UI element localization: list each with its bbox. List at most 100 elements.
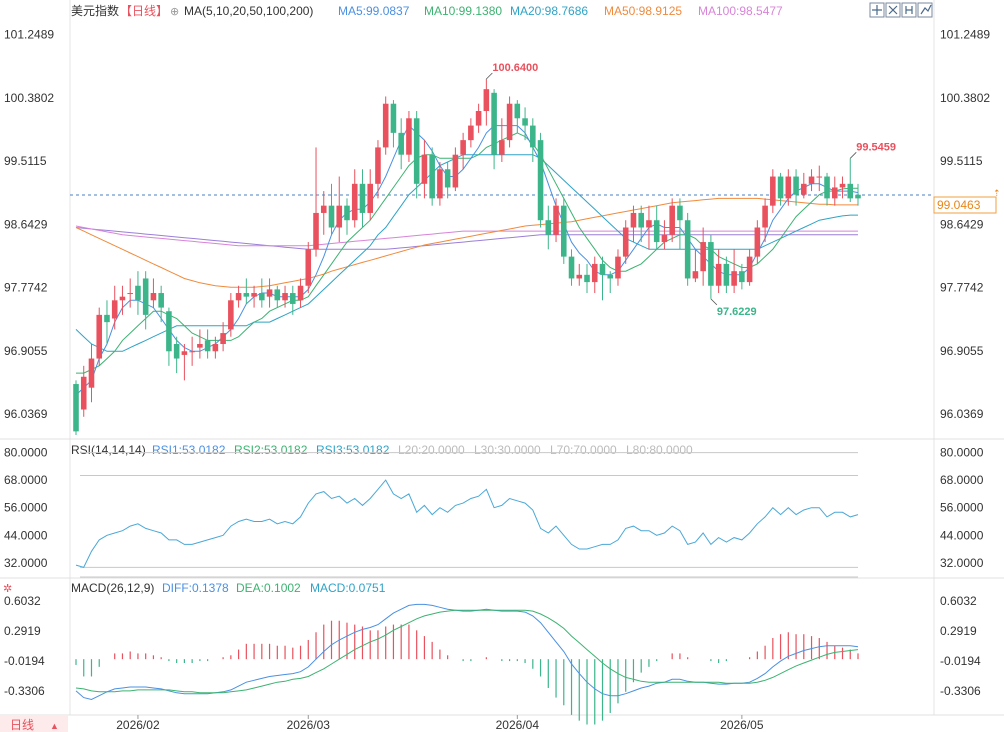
candle[interactable] xyxy=(607,271,614,294)
candle[interactable] xyxy=(189,336,195,366)
candle[interactable] xyxy=(150,278,157,308)
candle[interactable] xyxy=(591,256,598,294)
candle[interactable] xyxy=(158,285,164,323)
candle[interactable] xyxy=(142,271,149,330)
candle[interactable] xyxy=(801,172,807,199)
candle[interactable] xyxy=(855,183,861,206)
candle[interactable] xyxy=(630,205,637,243)
candle[interactable] xyxy=(367,169,374,221)
candle[interactable] xyxy=(785,169,792,206)
period-dropdown-icon[interactable]: ▲ xyxy=(50,721,59,731)
candle[interactable] xyxy=(754,220,761,264)
candle[interactable] xyxy=(73,380,79,435)
candle[interactable] xyxy=(313,147,319,257)
candle[interactable] xyxy=(320,191,327,235)
candle[interactable] xyxy=(700,227,706,286)
candle[interactable] xyxy=(290,285,296,315)
period-label[interactable]: 【日线】 xyxy=(120,4,168,18)
candle[interactable] xyxy=(622,220,629,264)
candle[interactable] xyxy=(104,300,110,344)
candle[interactable] xyxy=(646,205,652,250)
candle[interactable] xyxy=(437,161,443,206)
candle[interactable] xyxy=(499,118,505,162)
candle[interactable] xyxy=(421,140,428,199)
candle[interactable] xyxy=(762,198,768,243)
candle[interactable] xyxy=(328,183,335,235)
period-button[interactable]: 日线 xyxy=(10,718,34,732)
candle[interactable] xyxy=(692,249,699,283)
candle[interactable] xyxy=(584,263,590,294)
candle[interactable] xyxy=(336,176,343,243)
candle[interactable] xyxy=(119,285,126,315)
candle[interactable] xyxy=(468,118,474,148)
candle[interactable] xyxy=(127,278,133,308)
candle[interactable] xyxy=(429,147,435,206)
candle[interactable] xyxy=(259,278,265,308)
candle[interactable] xyxy=(243,278,250,304)
candle[interactable] xyxy=(491,89,497,170)
candle[interactable] xyxy=(274,285,281,308)
candle[interactable] xyxy=(173,336,180,374)
candle[interactable] xyxy=(413,111,420,199)
candle[interactable] xyxy=(80,365,87,417)
candle[interactable] xyxy=(808,169,815,192)
candle[interactable] xyxy=(297,278,304,308)
candle[interactable] xyxy=(708,234,714,299)
chart-type-icon[interactable] xyxy=(917,2,933,18)
candle[interactable] xyxy=(88,343,95,403)
candle[interactable] xyxy=(228,293,234,337)
candle[interactable] xyxy=(731,249,737,294)
candle[interactable] xyxy=(181,343,188,381)
candle[interactable] xyxy=(568,249,575,286)
candle[interactable] xyxy=(576,263,583,286)
period-button-bg[interactable] xyxy=(0,716,68,732)
candle[interactable] xyxy=(452,147,459,192)
candle[interactable] xyxy=(746,249,753,286)
candle[interactable] xyxy=(375,140,381,199)
candle[interactable] xyxy=(398,118,404,170)
candle[interactable] xyxy=(723,256,730,294)
candle[interactable] xyxy=(282,285,288,308)
candle[interactable] xyxy=(444,161,451,199)
candle[interactable] xyxy=(359,169,366,228)
candle[interactable] xyxy=(560,198,567,264)
candle[interactable] xyxy=(212,336,219,359)
candle[interactable] xyxy=(305,242,312,294)
candle[interactable] xyxy=(475,103,482,133)
candle[interactable] xyxy=(382,96,389,155)
candle[interactable] xyxy=(677,198,683,250)
candle[interactable] xyxy=(777,172,784,206)
candle[interactable] xyxy=(204,329,211,359)
candle-type-icon[interactable] xyxy=(901,2,917,18)
candle[interactable] xyxy=(661,220,668,250)
candle[interactable] xyxy=(770,169,776,213)
candle[interactable] xyxy=(197,329,203,359)
move-icon[interactable] xyxy=(869,2,885,18)
candle[interactable] xyxy=(460,132,466,170)
candle[interactable] xyxy=(135,271,141,315)
candle[interactable] xyxy=(166,307,172,366)
candle[interactable] xyxy=(344,198,350,235)
candle[interactable] xyxy=(96,307,103,366)
candle[interactable] xyxy=(522,107,528,141)
candle[interactable] xyxy=(831,176,838,206)
candle[interactable] xyxy=(351,169,358,228)
candle[interactable] xyxy=(530,118,536,162)
candle[interactable] xyxy=(266,278,273,308)
macd-settings-icon[interactable]: ✲ xyxy=(3,583,12,595)
candle[interactable] xyxy=(553,198,559,243)
candle[interactable] xyxy=(824,172,830,206)
fullscreen-icon[interactable] xyxy=(885,2,901,18)
candle[interactable] xyxy=(406,111,412,162)
candle[interactable] xyxy=(638,205,644,243)
candle[interactable] xyxy=(684,212,691,286)
candle[interactable] xyxy=(816,165,823,192)
candle[interactable] xyxy=(847,158,854,203)
candle[interactable] xyxy=(839,176,846,199)
candle[interactable] xyxy=(739,263,745,290)
candle[interactable] xyxy=(514,100,521,133)
candle[interactable] xyxy=(537,132,544,228)
candle[interactable] xyxy=(615,249,621,286)
candle[interactable] xyxy=(669,198,675,243)
settings-icon[interactable]: ⊕ xyxy=(170,6,179,18)
